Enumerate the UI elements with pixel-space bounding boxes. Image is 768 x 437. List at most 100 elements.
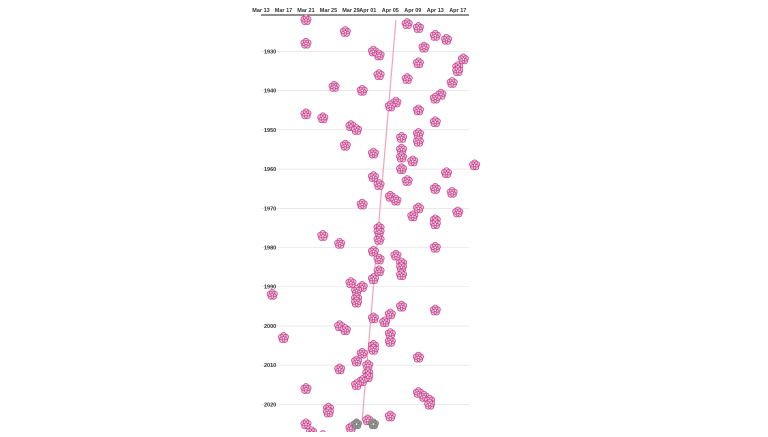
- bloom-point: [396, 143, 408, 155]
- bloom-point-center: [366, 418, 370, 422]
- bloom-point-center: [417, 61, 420, 65]
- x-tick-label: Apr 09: [404, 8, 421, 14]
- bloom-point-center: [360, 89, 364, 92]
- bloom-point: [412, 128, 424, 139]
- bloom-point-center: [304, 18, 308, 22]
- bloom-point-center: [411, 214, 415, 218]
- bloom-point: [452, 65, 464, 76]
- bloom-point: [367, 343, 379, 355]
- bloom-point: [373, 234, 385, 245]
- bloom-point-center: [360, 202, 364, 206]
- x-tick-label: Mar 21: [297, 8, 314, 14]
- bloom-point-center: [422, 46, 426, 49]
- bloom-point-center: [388, 195, 392, 198]
- bloom-point-center: [433, 308, 437, 312]
- bloom-point: [407, 210, 419, 222]
- bloom-point-center: [355, 359, 358, 363]
- point-layer: [266, 14, 481, 437]
- bloom-point-center: [417, 108, 420, 112]
- forecast-point: [351, 418, 363, 430]
- bloom-point-center: [400, 273, 403, 277]
- bloom-point-center: [428, 403, 431, 406]
- y-tick-label: 2000: [264, 324, 276, 330]
- bloom-point-center: [377, 53, 381, 57]
- bloom-point: [429, 304, 441, 316]
- x-tick-label: Apr 17: [449, 8, 466, 14]
- bloom-point-center: [388, 414, 392, 418]
- bloom-point-center: [377, 257, 381, 261]
- x-tick-label: Apr 01: [359, 8, 376, 14]
- bloom-point-center: [360, 379, 364, 383]
- bloom-point-center: [304, 422, 308, 426]
- bloom-point-center: [343, 30, 347, 34]
- bloom-point-center: [417, 140, 420, 143]
- bloom-point: [412, 351, 424, 363]
- bloom-point-center: [372, 316, 375, 320]
- y-tick-label: 1940: [264, 89, 276, 95]
- bloom-point-center: [405, 77, 409, 81]
- bloom-point: [351, 124, 363, 135]
- bloom-point-center: [321, 116, 325, 120]
- x-axis: Mar 13 Mar 17 Mar 21 Mar 25 Mar 29 Apr 01 Apr …: [252, 8, 469, 16]
- bloom-point: [317, 112, 329, 124]
- bloom-point: [317, 230, 329, 241]
- bloom-point: [373, 49, 385, 61]
- bloom-point-center: [433, 120, 437, 124]
- bloom-point-center: [343, 144, 347, 147]
- bloom-point: [356, 198, 368, 210]
- bloom-point-center: [366, 363, 370, 367]
- bloom-point-center: [456, 210, 460, 214]
- bloom-point: [441, 167, 452, 179]
- bloom-point-center: [360, 352, 364, 355]
- x-tick-label: Mar 29: [342, 8, 359, 14]
- bloom-point: [351, 296, 363, 308]
- bloom-point-center: [372, 175, 375, 179]
- bloom-point-center: [377, 230, 381, 234]
- y-tick-label: 2010: [264, 363, 276, 369]
- bloom-point-center: [332, 85, 336, 88]
- bloom-point-center: [377, 73, 381, 77]
- bloom-point-center: [304, 387, 308, 391]
- bloom-point: [300, 418, 312, 430]
- bloom-point-center: [450, 81, 454, 85]
- y-tick-label: 1970: [264, 206, 276, 212]
- bloom-point: [356, 347, 368, 359]
- y-tick-label: 1990: [264, 285, 276, 291]
- bloom-point-center: [372, 49, 375, 53]
- forecast-layer: [351, 418, 379, 430]
- bloom-point-center: [355, 383, 358, 387]
- bloom-point-center: [372, 277, 375, 281]
- forecast-point-center: [372, 422, 375, 426]
- bloom-point: [300, 383, 312, 394]
- bloom-point: [429, 92, 441, 104]
- bloom-point: [396, 261, 408, 273]
- bloom-point-center: [450, 191, 454, 194]
- bloom-point: [429, 183, 441, 194]
- bloom-point: [429, 30, 441, 41]
- bloom-point: [367, 171, 379, 182]
- bloom-point-center: [462, 57, 465, 61]
- bloom-point: [396, 132, 408, 143]
- bloom-point-center: [355, 289, 358, 293]
- bloom-point: [351, 379, 363, 390]
- bloom-point: [334, 363, 346, 375]
- bloom-point-center: [377, 269, 381, 273]
- bloom-point: [412, 202, 424, 214]
- bloom-point-center: [417, 356, 420, 359]
- bloom-point: [300, 14, 312, 25]
- bloom-point-center: [394, 199, 398, 202]
- bloom-point: [367, 273, 379, 284]
- bloom-point: [412, 22, 424, 33]
- bloom-point-center: [439, 93, 443, 96]
- x-tick-label: Mar 13: [252, 8, 269, 14]
- bloom-point-center: [372, 250, 375, 253]
- bloom-point-center: [400, 167, 403, 171]
- bloom-point-center: [405, 179, 409, 183]
- bloom-point: [373, 226, 385, 237]
- bloom-point-center: [388, 104, 392, 108]
- bloom-point: [339, 324, 351, 335]
- bloom-point-center: [282, 336, 285, 340]
- bloom-point: [384, 328, 396, 339]
- bloom-point-center: [433, 187, 437, 190]
